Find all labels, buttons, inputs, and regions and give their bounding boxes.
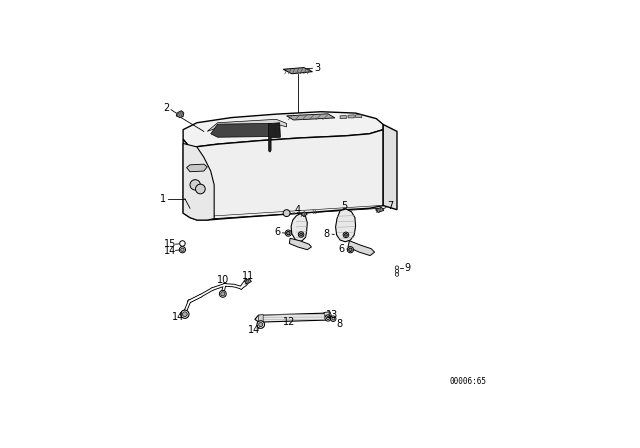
Text: 3: 3 xyxy=(314,63,320,73)
Circle shape xyxy=(332,317,335,320)
Circle shape xyxy=(396,273,399,276)
Polygon shape xyxy=(300,212,307,216)
Polygon shape xyxy=(324,312,332,317)
Text: 10: 10 xyxy=(217,275,229,285)
Polygon shape xyxy=(183,129,383,220)
Circle shape xyxy=(283,210,290,216)
Circle shape xyxy=(298,232,304,237)
Text: 1: 1 xyxy=(160,194,166,204)
Circle shape xyxy=(221,292,225,296)
Circle shape xyxy=(349,248,352,251)
Polygon shape xyxy=(376,207,384,212)
Text: 12: 12 xyxy=(283,317,296,327)
Polygon shape xyxy=(348,115,354,118)
Polygon shape xyxy=(244,279,252,284)
Circle shape xyxy=(300,233,303,236)
Circle shape xyxy=(396,269,399,273)
Polygon shape xyxy=(259,314,263,323)
Text: 9: 9 xyxy=(404,263,411,273)
Circle shape xyxy=(396,266,399,269)
Polygon shape xyxy=(289,238,312,250)
Circle shape xyxy=(325,315,331,321)
Polygon shape xyxy=(187,164,207,172)
Text: 5: 5 xyxy=(341,201,348,211)
Polygon shape xyxy=(211,124,271,137)
Polygon shape xyxy=(335,209,356,242)
Polygon shape xyxy=(356,115,362,117)
Circle shape xyxy=(182,312,188,317)
Text: 14: 14 xyxy=(164,246,176,256)
Circle shape xyxy=(330,316,336,322)
Circle shape xyxy=(287,232,290,235)
Text: e: e xyxy=(292,211,295,216)
Circle shape xyxy=(220,290,226,297)
Polygon shape xyxy=(269,123,280,152)
Circle shape xyxy=(344,233,348,236)
Circle shape xyxy=(180,310,189,319)
Text: 6: 6 xyxy=(339,244,344,254)
Circle shape xyxy=(196,184,205,194)
Polygon shape xyxy=(183,112,383,147)
Text: 15: 15 xyxy=(164,239,176,249)
Text: 6: 6 xyxy=(275,228,280,237)
Circle shape xyxy=(180,241,185,246)
Polygon shape xyxy=(283,68,312,74)
Text: 8: 8 xyxy=(324,229,330,239)
Text: 14: 14 xyxy=(248,325,260,336)
Circle shape xyxy=(348,246,353,253)
Polygon shape xyxy=(383,125,397,210)
Circle shape xyxy=(259,323,263,327)
Text: 8: 8 xyxy=(336,319,342,328)
Polygon shape xyxy=(255,313,328,322)
Circle shape xyxy=(285,230,291,236)
Text: 13: 13 xyxy=(326,310,339,319)
Circle shape xyxy=(190,180,200,190)
Polygon shape xyxy=(291,213,307,242)
Text: 14: 14 xyxy=(172,312,184,322)
Text: 4: 4 xyxy=(294,205,301,215)
Text: 11: 11 xyxy=(242,271,254,281)
Polygon shape xyxy=(340,116,346,119)
Circle shape xyxy=(343,232,349,237)
Circle shape xyxy=(257,321,264,328)
Polygon shape xyxy=(176,111,184,117)
Text: 00006:65: 00006:65 xyxy=(450,377,486,386)
Polygon shape xyxy=(348,241,374,255)
Polygon shape xyxy=(183,143,214,220)
Circle shape xyxy=(180,248,184,251)
Polygon shape xyxy=(207,119,287,131)
Text: 2: 2 xyxy=(163,103,170,113)
Circle shape xyxy=(326,316,330,320)
Polygon shape xyxy=(287,114,335,120)
Text: 11: 11 xyxy=(311,210,317,215)
Circle shape xyxy=(179,246,186,253)
Text: 7: 7 xyxy=(387,201,393,211)
